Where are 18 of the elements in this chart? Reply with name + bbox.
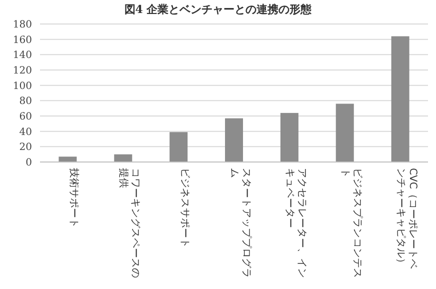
x-tick-label: スタートアッププログラム	[228, 168, 252, 278]
y-tick-label: 0	[26, 158, 32, 168]
x-tick-label: 技術サポート	[68, 168, 80, 228]
y-tick-label: 20	[19, 142, 32, 154]
x-tick-label: CVC（コーポレートベンチャーキャピタル）	[394, 168, 418, 269]
y-tick-label: 120	[12, 66, 32, 76]
y-tick-label: 40	[19, 126, 32, 138]
y-tick-label: 60	[19, 112, 32, 122]
x-tick-label: ビジネスサポート	[179, 168, 190, 248]
y-tick-label: 140	[12, 50, 32, 62]
x-tick-label: コワーキングスペースの提供	[118, 168, 141, 278]
y-tick-label: 80	[19, 96, 32, 108]
y-tick-label: 100	[12, 80, 32, 92]
title: 図4 企業とベンチャーとの連携の形態	[124, 3, 312, 16]
x-tick-label: ビジネスプランコンテスト	[339, 168, 362, 278]
x-tick-label: アクセラレーター、インキュベーター	[284, 168, 307, 278]
y-tick-label: 160	[12, 34, 32, 46]
y-tick-label: 180	[12, 20, 32, 30]
